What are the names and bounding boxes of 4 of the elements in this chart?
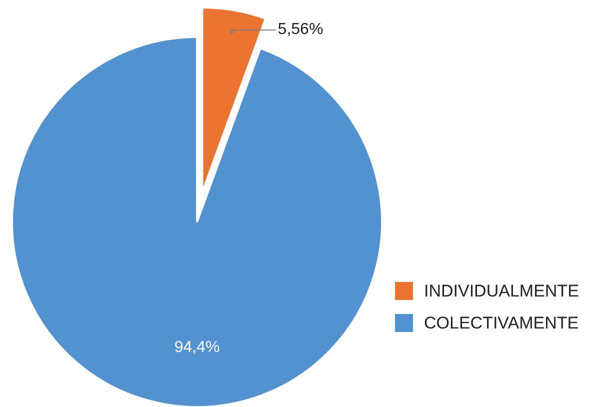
data-label: 5,56% bbox=[278, 21, 324, 38]
legend-label: INDIVIDUALMENTE bbox=[424, 281, 579, 300]
data-label: 94,4% bbox=[174, 339, 220, 356]
legend-label: COLECTIVAMENTE bbox=[424, 313, 579, 332]
